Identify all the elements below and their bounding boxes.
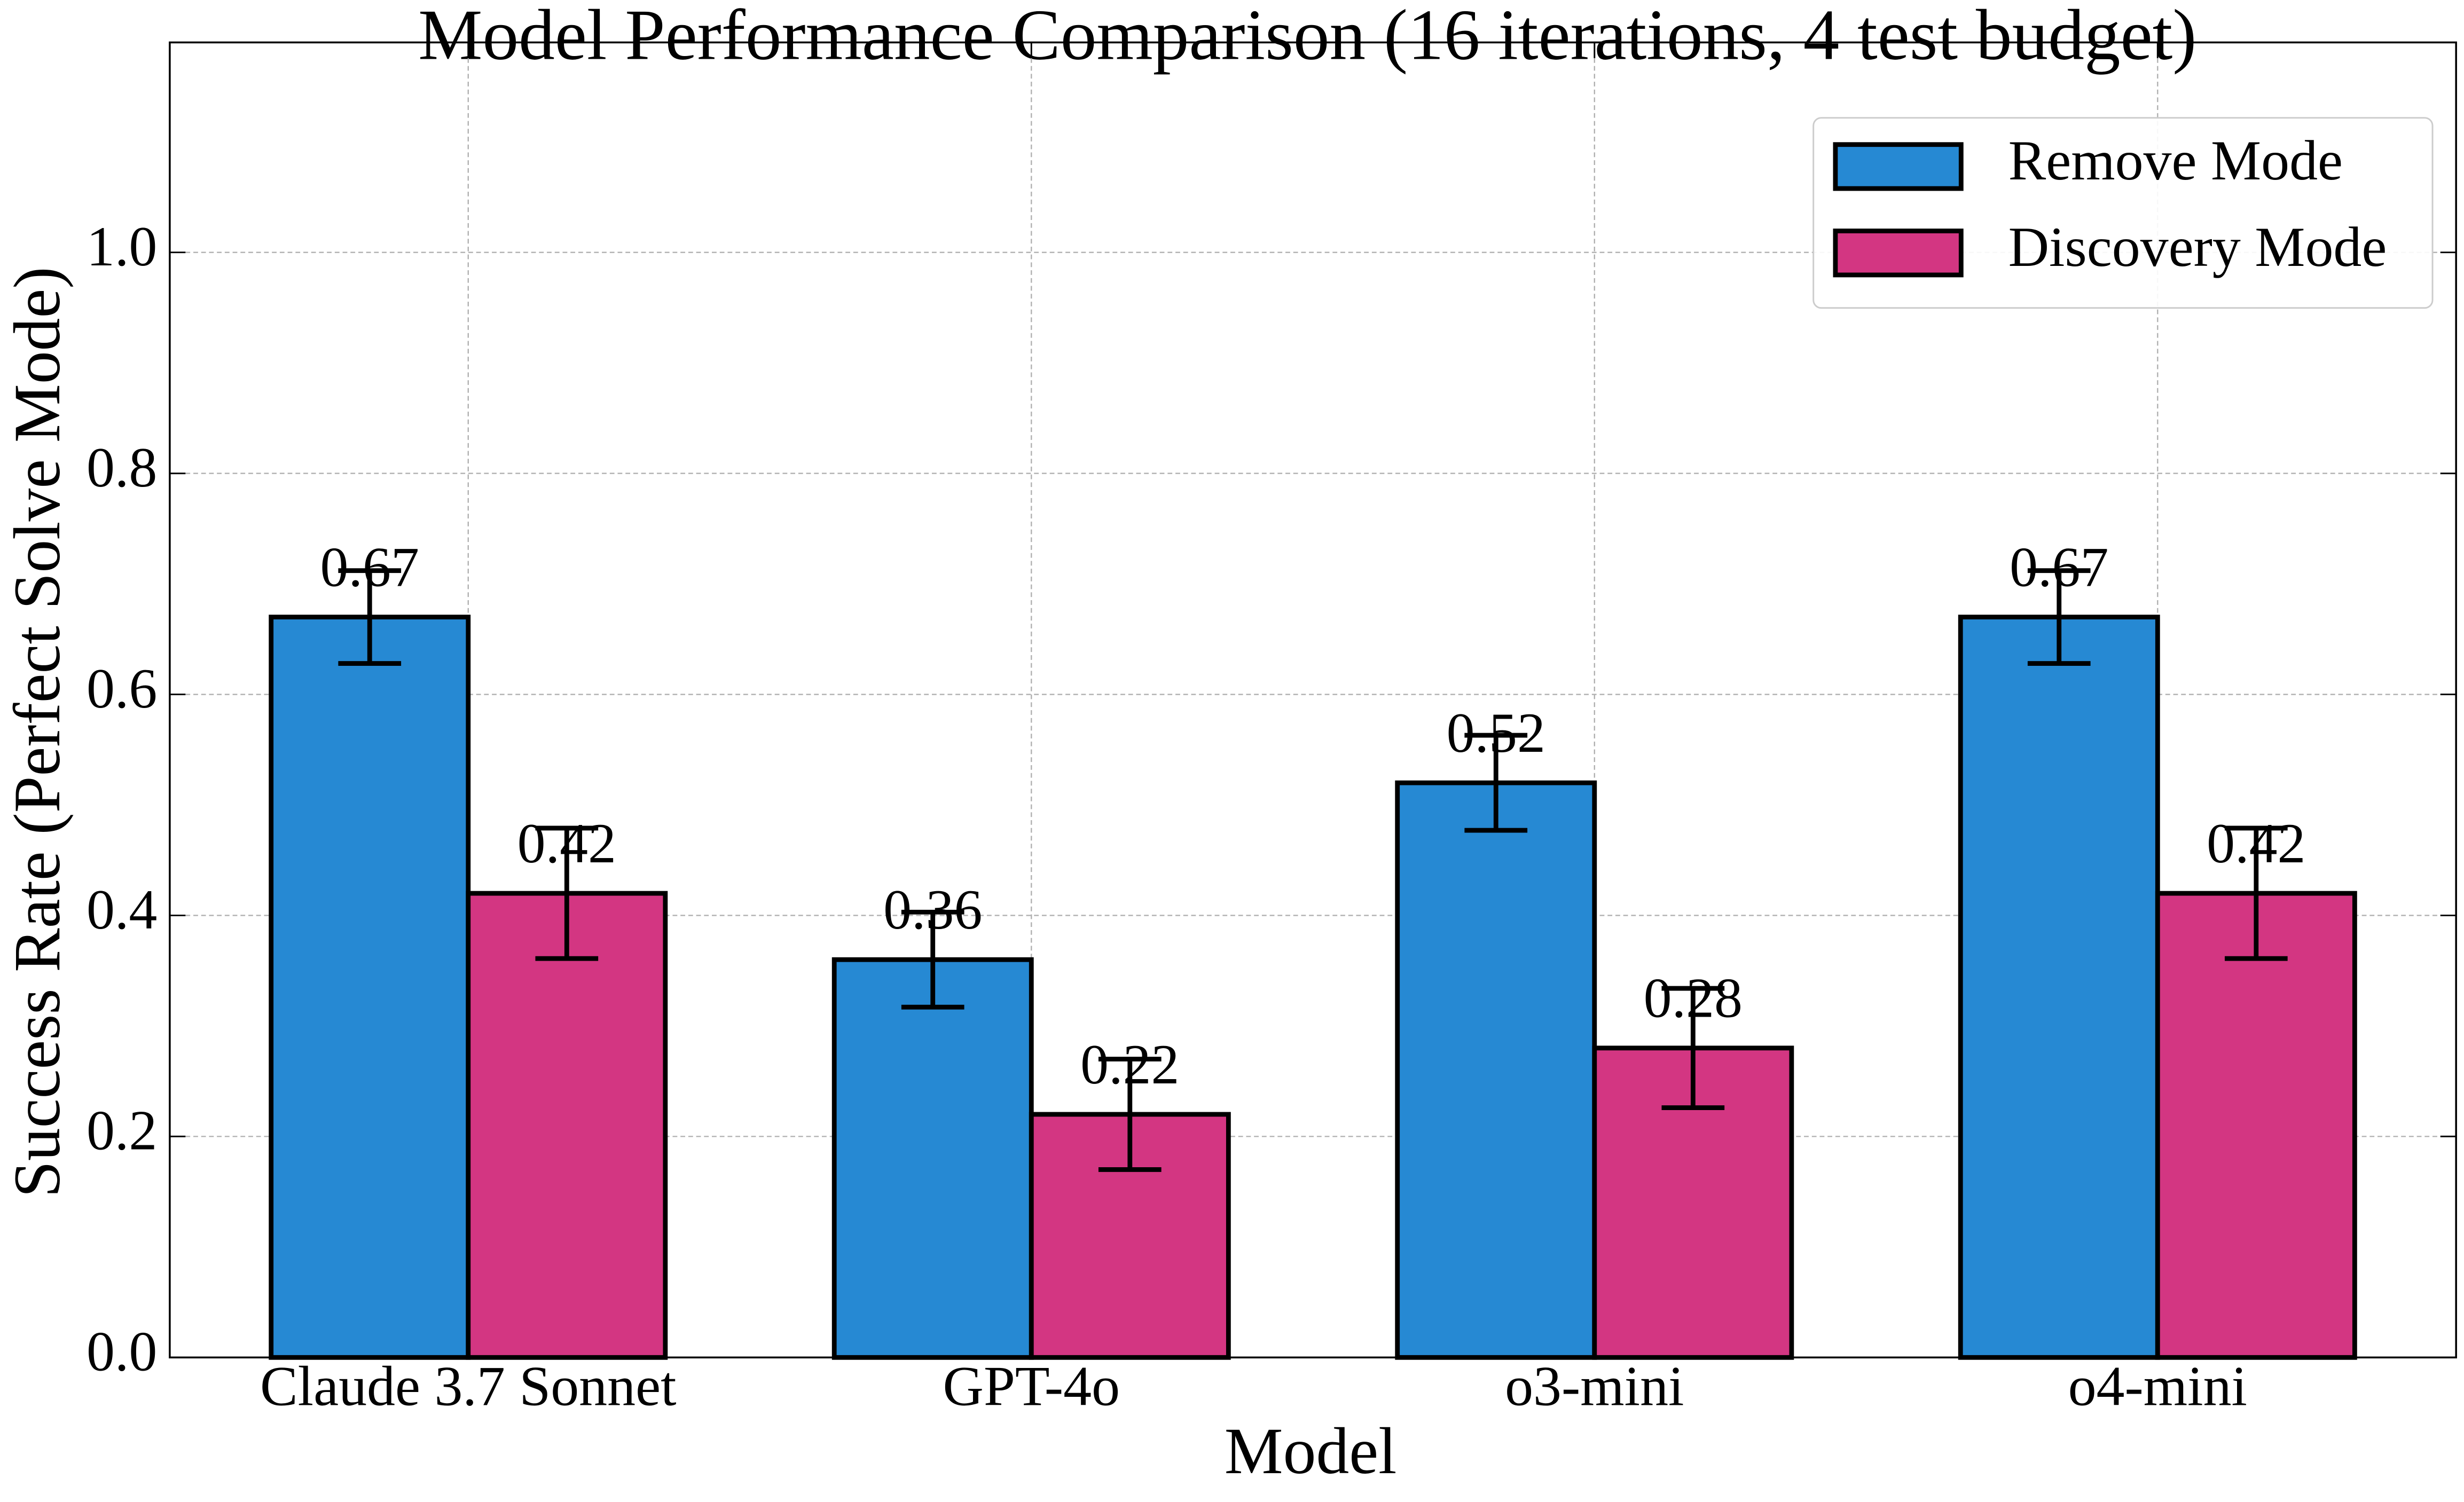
chart-title: Model Performance Comparison (16 iterati… bbox=[418, 0, 2196, 75]
data-label: 0.52 bbox=[1447, 702, 1545, 764]
y-tick-label: 1.0 bbox=[87, 215, 157, 278]
x-tick-label: Claude 3.7 Sonnet bbox=[260, 1355, 677, 1417]
y-tick-label: 0.8 bbox=[87, 436, 157, 499]
data-label: 0.67 bbox=[320, 536, 419, 599]
error-bar bbox=[2027, 568, 2091, 666]
error-bar bbox=[1661, 986, 1725, 1110]
y-tick-label: 0.2 bbox=[87, 1099, 157, 1162]
x-tick-label: o4-mini bbox=[2068, 1355, 2247, 1417]
bar bbox=[1395, 780, 1597, 1360]
x-tick-label: o3-mini bbox=[1505, 1355, 1684, 1417]
legend-label: Remove Mode bbox=[2008, 129, 2343, 192]
y-tick-label: 0.6 bbox=[87, 657, 157, 720]
bar bbox=[831, 957, 1034, 1360]
bar bbox=[1958, 615, 2160, 1360]
legend-label: Discovery Mode bbox=[2008, 216, 2387, 278]
legend-box bbox=[1812, 117, 2434, 309]
legend-swatch bbox=[1833, 229, 1964, 278]
legend-swatch bbox=[1833, 142, 1964, 191]
bar bbox=[269, 615, 471, 1360]
error-bar bbox=[901, 909, 964, 1010]
bar bbox=[466, 891, 668, 1360]
y-axis-label: Success Rate (Perfect Solve Mode) bbox=[1, 267, 74, 1198]
error-bar bbox=[338, 568, 402, 666]
error-bar bbox=[2224, 825, 2288, 961]
data-label: 0.28 bbox=[1644, 967, 1743, 1029]
y-tick-label: 0.4 bbox=[87, 878, 157, 941]
data-label: 0.42 bbox=[2207, 812, 2305, 875]
error-bar bbox=[1464, 733, 1528, 833]
error-bar bbox=[1098, 1057, 1162, 1172]
x-axis-label: Model bbox=[1225, 1414, 1397, 1488]
y-tick-label: 0.0 bbox=[87, 1320, 157, 1383]
x-tick-label: GPT-4o bbox=[943, 1355, 1120, 1417]
plot-frame bbox=[169, 41, 2457, 1359]
bar bbox=[2155, 891, 2357, 1360]
data-label: 0.36 bbox=[883, 878, 982, 941]
error-bar bbox=[535, 825, 599, 961]
data-label: 0.22 bbox=[1080, 1033, 1179, 1096]
data-label: 0.67 bbox=[2010, 536, 2108, 599]
data-label: 0.42 bbox=[517, 812, 616, 875]
legend: Remove Mode Discovery Mode bbox=[1812, 117, 2434, 309]
